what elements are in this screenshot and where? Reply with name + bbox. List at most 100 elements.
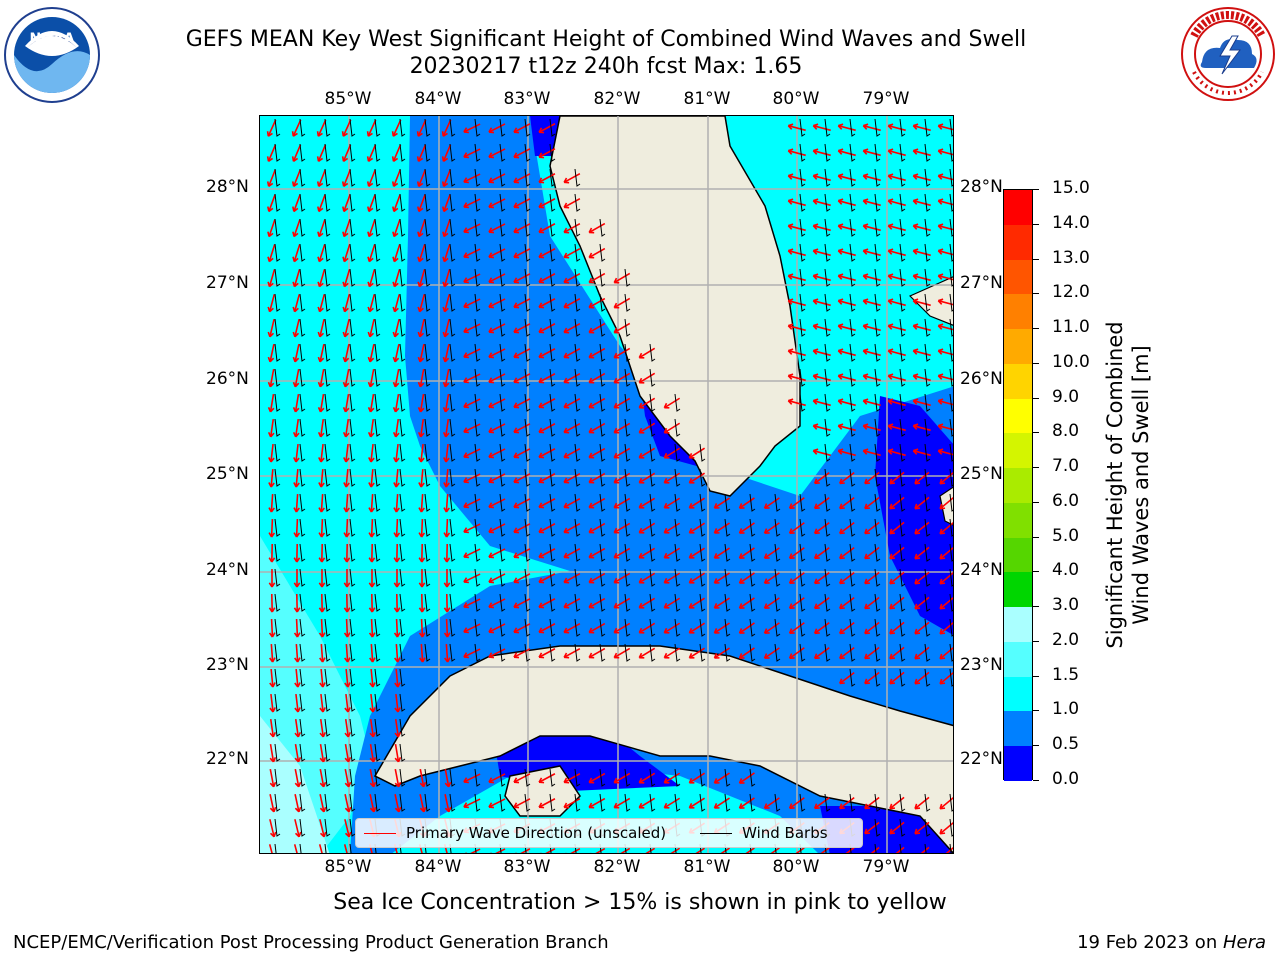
lat-label-left: 24°N: [206, 560, 249, 580]
wave-direction-arrowhead: [812, 123, 819, 130]
wave-direction-arrowhead: [912, 423, 919, 430]
wind-barb: [549, 368, 556, 387]
wind-barb: [949, 668, 953, 687]
wave-direction-arrow: [488, 348, 506, 358]
wave-direction-arrow: [445, 443, 449, 463]
wind-barb: [924, 643, 931, 662]
wind-barb: [849, 143, 856, 162]
wind-barb: [324, 293, 331, 312]
wind-barb: [299, 168, 306, 187]
wave-direction-arrowhead: [538, 202, 545, 209]
wave-direction-arrow: [369, 418, 375, 438]
wave-direction-arrowhead: [738, 578, 745, 584]
wave-direction-arrowhead: [513, 352, 520, 359]
wave-direction-arrowhead: [293, 457, 300, 463]
wind-barb: [474, 643, 481, 662]
wave-direction-arrowhead: [513, 577, 520, 584]
wind-barb: [649, 468, 656, 487]
wave-direction-arrowhead: [393, 457, 400, 463]
wind-barb: [674, 543, 681, 562]
wave-direction-arrow: [764, 597, 780, 609]
wave-direction-arrowhead: [463, 252, 469, 259]
wave-direction-arrow: [563, 622, 581, 634]
wave-direction-arrow: [838, 349, 856, 357]
wind-barb: [924, 793, 931, 812]
wave-direction-arrowhead: [394, 707, 401, 713]
wave-direction-arrow: [294, 769, 300, 787]
wind-barb: [799, 618, 806, 637]
wave-direction-arrowhead: [488, 552, 495, 559]
bahamas-landmass: [939, 486, 953, 526]
wave-direction-arrow: [463, 198, 481, 208]
wind-barb: [549, 168, 556, 187]
wind-barb: [274, 293, 281, 312]
colorbar-segment: [1004, 746, 1032, 782]
wave-direction-arrow: [538, 198, 556, 208]
wave-direction-arrowhead: [862, 423, 869, 430]
wind-barb: [549, 493, 556, 512]
wind-barb: [824, 618, 831, 637]
wind-barb: [299, 718, 306, 737]
colorbar-segment: [1004, 711, 1032, 747]
wave-direction-arrow: [663, 397, 681, 409]
wave-direction-arrowhead: [416, 181, 424, 188]
lat-label-right: 27°N: [960, 273, 1003, 293]
wave-direction-arrow: [814, 622, 830, 634]
wave-direction-arrow: [344, 319, 350, 337]
wave-direction-arrow: [463, 623, 481, 633]
wave-direction-arrowhead: [443, 507, 450, 513]
wind-barb: [874, 343, 881, 362]
wave-direction-arrowhead: [763, 653, 770, 659]
wave-direction-arrowhead: [269, 657, 276, 663]
wind-barb: [574, 193, 581, 212]
wind-barb: [674, 843, 677, 853]
wind-barb: [899, 418, 906, 437]
wave-direction-arrowhead: [613, 377, 620, 384]
wind-barb: [299, 643, 306, 662]
wave-direction-arrowhead: [812, 298, 819, 305]
wave-direction-arrow: [513, 648, 531, 658]
wave-direction-arrowhead: [293, 507, 300, 513]
wave-direction-arrow: [939, 496, 953, 510]
wind-barb: [699, 843, 702, 853]
wave-direction-arrow: [588, 397, 606, 409]
wave-direction-arrow: [538, 573, 556, 583]
wind-barb: [424, 768, 431, 787]
wind-barb: [724, 493, 731, 512]
wave-direction-arrow: [813, 149, 831, 157]
wave-direction-arrow: [888, 399, 906, 407]
noaa-logo: NOAA: [4, 7, 100, 103]
wind-barb: [649, 643, 656, 662]
wave-direction-arrow: [863, 199, 881, 207]
wind-barb: [624, 618, 631, 637]
wave-direction-arrow: [488, 248, 506, 258]
lat-label-left: 28°N: [206, 177, 249, 197]
wave-direction-arrow: [913, 274, 931, 282]
wind-barb: [949, 218, 953, 237]
wave-direction-arrow: [889, 621, 905, 635]
wave-direction-arrow: [914, 621, 930, 635]
wind-barb: [324, 743, 331, 762]
wave-direction-arrow: [863, 399, 881, 407]
wave-direction-arrowhead: [839, 478, 845, 485]
colorbar-tick-label: 12.0: [1052, 282, 1090, 303]
wave-direction-arrow: [345, 493, 349, 513]
wave-direction-arrowhead: [563, 177, 570, 184]
wave-direction-arrow: [913, 249, 931, 257]
wave-direction-arrow: [369, 743, 375, 763]
wind-barb: [899, 793, 906, 812]
wave-direction-arrow: [814, 797, 830, 809]
wave-direction-arrow: [570, 847, 581, 853]
wind-barb: [474, 343, 481, 362]
wave-direction-arrowhead: [488, 477, 495, 484]
wave-direction-arrowhead: [417, 432, 425, 438]
wind-barb: [599, 268, 606, 287]
wind-barb: [874, 593, 881, 612]
wind-barb: [324, 493, 331, 512]
wave-direction-arrowhead: [889, 628, 895, 635]
wave-direction-arrowhead: [392, 231, 399, 238]
wave-direction-arrow: [343, 269, 351, 287]
wave-direction-arrowhead: [889, 678, 895, 685]
wave-direction-arrow: [319, 769, 325, 787]
wave-direction-arrowhead: [740, 853, 745, 854]
